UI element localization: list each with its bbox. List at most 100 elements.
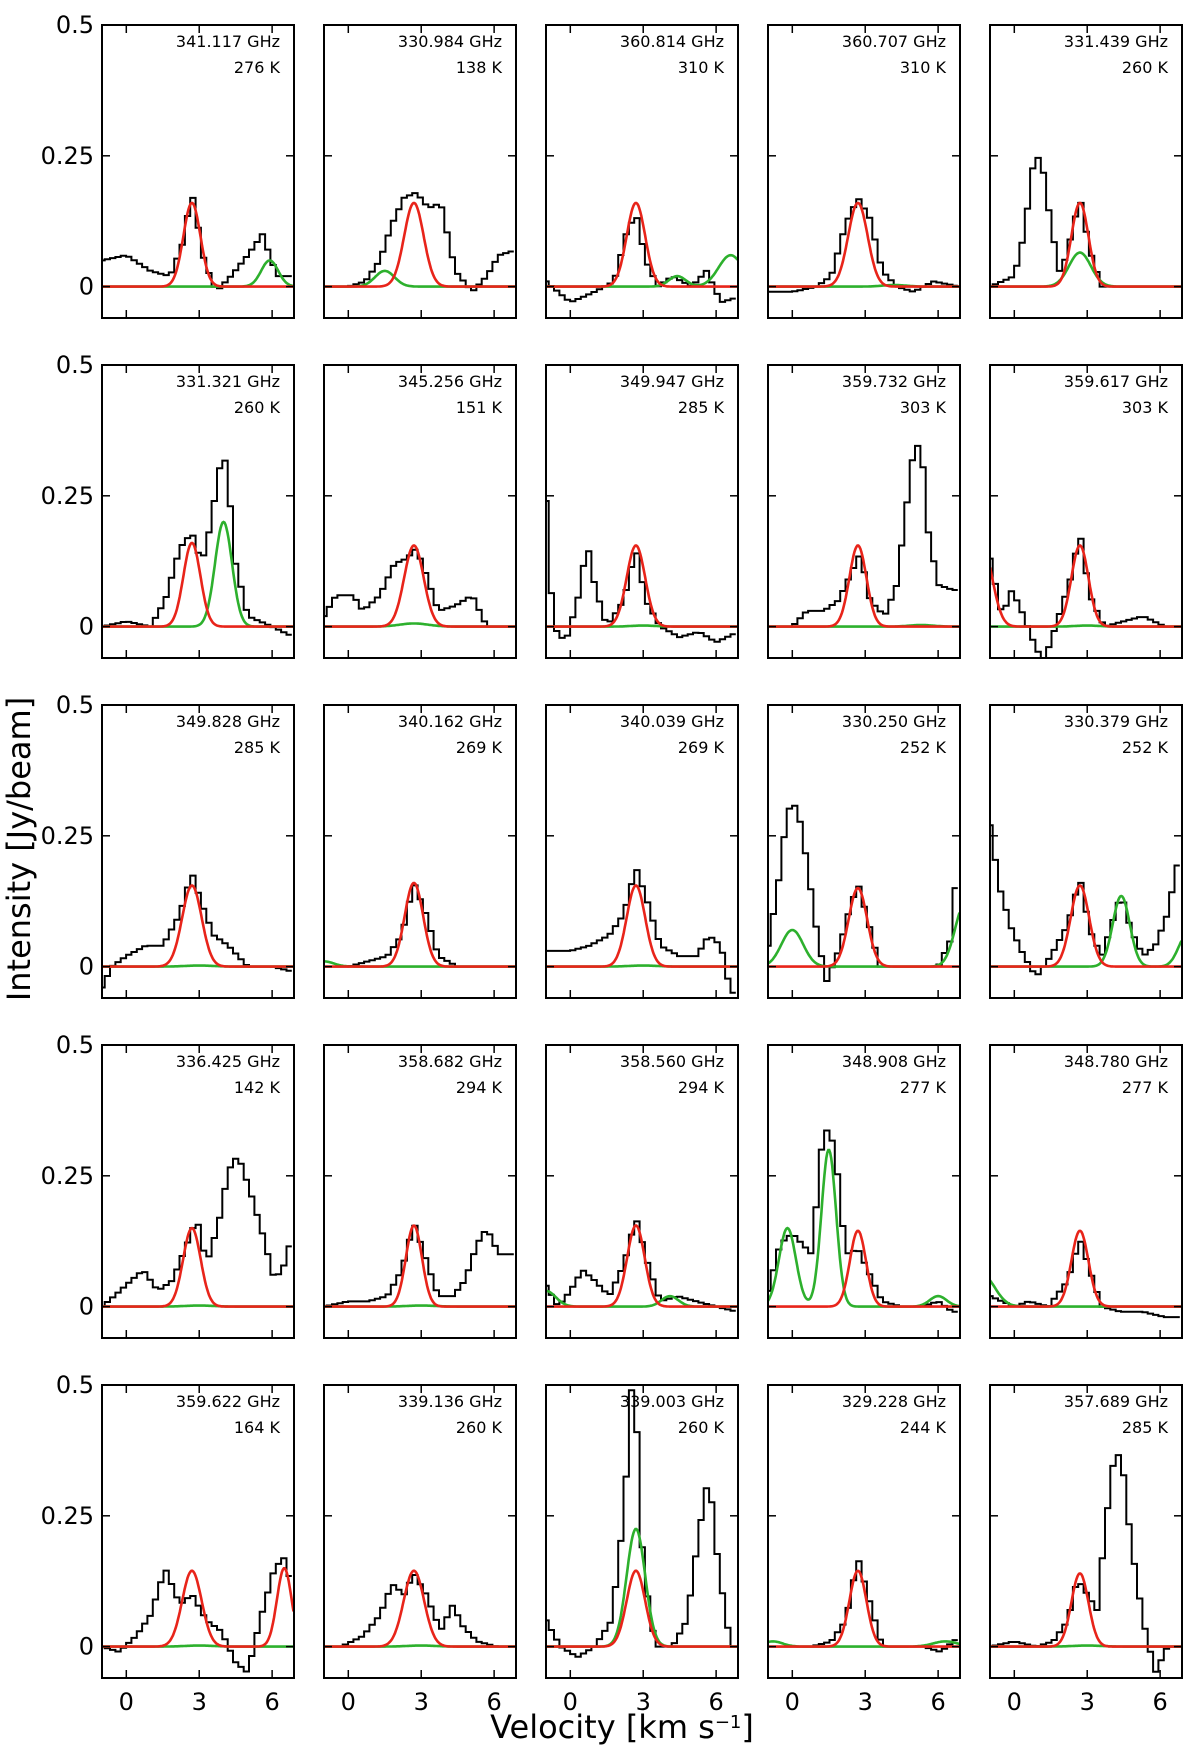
panel-frame-4 [767,24,961,319]
observed-spectrum-23 [546,1389,736,1658]
panel-frequency: 359.732 GHz [842,372,946,391]
observed-spectrum-17 [324,1224,514,1308]
panel-temperature: 269 K [678,738,725,757]
xtick-label: 0 [119,1688,134,1716]
xtick-label: 6 [930,1688,945,1716]
observed-spectrum-16 [102,1157,292,1308]
observed-spectrum-5 [990,156,1180,288]
panel-temperature: 276 K [234,58,281,77]
fit-red-20 [990,1229,1182,1308]
panel-temperature: 294 K [456,1078,503,1097]
xtick-label: 0 [785,1688,800,1716]
panel-frequency: 345.256 GHz [398,372,502,391]
panel-frequency: 330.379 GHz [1064,712,1168,731]
panel-frequency: 331.321 GHz [176,372,280,391]
panel-temperature: 244 K [900,1418,947,1437]
ytick-label: 0 [79,1293,94,1321]
panel-frequency: 358.682 GHz [398,1052,502,1071]
fit-red-15 [990,884,1182,968]
panel-frequency: 357.689 GHz [1064,1392,1168,1411]
panel-frequency: 340.162 GHz [398,712,502,731]
fit-green-6 [102,520,294,628]
panel-21: 0 0.25 0.5 0 3 6 359.622 GHz 164 K [41,1371,295,1716]
panel-frame-3 [545,24,739,319]
fit-red-8 [546,544,738,628]
panel-24: 0 3 6 329.228 GHz 244 K [767,1384,961,1716]
xtick-label: 6 [486,1688,501,1716]
observed-spectrum-2 [324,192,514,292]
panel-frame-16 [101,1044,295,1339]
xtick-label: 6 [1152,1688,1167,1716]
fit-red-17 [324,1224,516,1308]
xtick-label: 6 [264,1688,279,1716]
observed-spectrum-12 [324,884,514,968]
panel-20: 348.780 GHz 277 K [989,1044,1183,1339]
fit-red-14 [768,886,960,968]
panel-temperature: 260 K [234,398,281,417]
panel-frequency: 330.250 GHz [842,712,946,731]
ytick-label: 0.5 [56,691,94,719]
panel-temperature: 277 K [900,1078,947,1097]
fit-red-6 [102,541,294,628]
panel-frame-20 [989,1044,1183,1339]
fit-red-7 [324,544,516,628]
panel-frame-24 [767,1384,961,1679]
panel-temperature: 260 K [678,1418,725,1437]
fit-red-21 [102,1567,294,1648]
panel-5: 331.439 GHz 260 K [989,24,1183,319]
observed-spectrum-21 [102,1557,292,1673]
observed-spectrum-3 [546,217,736,303]
xtick-label: 3 [1080,1688,1095,1716]
observed-spectrum-6 [102,459,292,636]
panel-23: 0 3 6 339.003 GHz 260 K [545,1384,739,1716]
xtick-label: 3 [414,1688,429,1716]
panel-frame-19 [767,1044,961,1339]
panel-frame-13 [545,704,739,999]
panel-frame-2 [323,24,517,319]
ytick-label: 0.25 [41,1162,94,1190]
observed-spectrum-22 [324,1574,514,1648]
panel-frequency: 349.828 GHz [176,712,280,731]
xtick-label: 3 [858,1688,873,1716]
panel-frame-11 [101,704,295,999]
ytick-label: 0.25 [41,482,94,510]
panel-frequency: 336.425 GHz [176,1052,280,1071]
x-axis-title-main: Velocity [km s [490,1708,715,1746]
panel-temperature: 164 K [234,1418,281,1437]
xtick-label: 0 [563,1688,578,1716]
panel-frame-15 [989,704,1183,999]
panel-frame-23 [545,1384,739,1679]
panel-frequency: 358.560 GHz [620,1052,724,1071]
panel-frequency: 348.780 GHz [1064,1052,1168,1071]
panel-frequency: 340.039 GHz [620,712,724,731]
observed-spectrum-13 [546,869,736,994]
fit-green-1 [102,259,294,288]
panel-frame-10 [989,364,1183,659]
ytick-label: 0.5 [56,1371,94,1399]
panel-9: 359.732 GHz 303 K [767,364,961,659]
fit-red-3 [546,201,738,288]
ytick-label: 0 [79,613,94,641]
fit-red-23 [546,1569,738,1648]
fit-red-16 [102,1226,294,1308]
fit-red-25 [990,1572,1182,1648]
fit-green-14 [768,912,960,968]
panel-13: 340.039 GHz 269 K [545,704,739,999]
xtick-label: 6 [708,1688,723,1716]
x-axis-title: Velocity [km s−1] [490,1708,754,1746]
fit-red-18 [546,1224,738,1308]
panel-temperature: 277 K [1122,1078,1169,1097]
panel-temperature: 142 K [234,1078,281,1097]
fit-red-22 [324,1569,516,1648]
fit-red-11 [102,884,294,968]
panel-temperature: 310 K [678,58,725,77]
panel-frequency: 359.622 GHz [176,1392,280,1411]
panel-temperature: 260 K [456,1418,503,1437]
observed-spectrum-19 [768,1129,958,1313]
panel-frequency: 339.136 GHz [398,1392,502,1411]
panel-temperature: 252 K [1122,738,1169,757]
observed-spectrum-15 [990,824,1180,976]
panel-frame-21 [101,1384,295,1679]
panel-frame-17 [323,1044,517,1339]
